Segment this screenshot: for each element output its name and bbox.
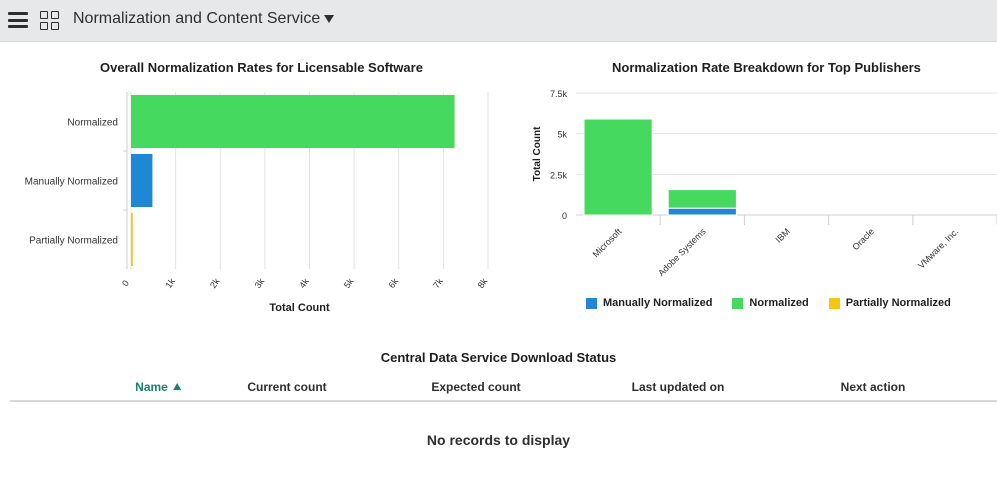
x-tick-label: IBM [774,226,792,244]
chart-2-title: Normalization Rate Breakdown for Top Pub… [612,60,921,75]
column-header-name[interactable]: Name [135,380,181,394]
y-tick-label: Partially Normalized [29,236,118,247]
overall-normalization-chart: 0 1k 2k 3k 4k 5k 6k 7k 8k Normalized Manually Norm… [25,92,490,314]
bar-normalized [131,95,455,148]
y-tick-label: 7.5k [550,89,568,99]
page-title[interactable]: Normalization and Content Service [73,10,321,27]
legend-item-partially-normalized[interactable]: Partially Normalized [828,297,951,309]
legend-label: Manually Normalized [603,297,713,309]
x-tick-label: 6k [386,276,400,290]
x-tick-label: 3k [253,276,267,290]
app-grid-icon[interactable] [40,11,60,31]
legend-item-manually-normalized[interactable]: Manually Normalized [586,297,712,309]
hamburger-menu-icon[interactable] [8,12,28,28]
y-tick-label: 2.5k [550,170,568,180]
bar-manually-normalized [131,154,153,207]
bar-partially-normalized [131,213,133,266]
column-header-next-action[interactable]: Next action [840,380,906,394]
table-header: Name Current count Expected count Last u… [10,380,997,402]
legend-swatch [828,297,840,309]
column-header-current-count[interactable]: Current count [247,380,327,394]
x-tick-label: VMware, Inc. [916,226,960,270]
top-bar: Normalization and Content Service [0,0,997,42]
column-header-expected-count[interactable]: Expected count [431,380,521,394]
empty-table-message: No records to display [426,432,571,448]
y-tick-label: 0 [562,211,567,221]
column-header-last-updated[interactable]: Last updated on [631,380,725,394]
y-axis-title: Total Count [532,126,543,181]
x-tick-label: Microsoft [591,226,624,259]
publisher-breakdown-chart: 0 2.5k 5k 7.5k Microsoft Adobe Systems IBM Orac… [532,89,997,278]
column-label: Name [135,380,168,394]
x-tick-label: 8k [476,276,490,290]
y-tick-label: Manually Normalized [25,177,118,188]
legend-label: Normalized [749,297,809,309]
x-tick-label: 1k [163,276,177,290]
sort-ascending-icon [172,383,181,390]
x-tick-label: 5k [342,276,356,290]
x-tick-label: Oracle [850,226,876,252]
y-tick-label: Normalized [67,118,118,129]
x-tick-label: 7k [431,276,445,290]
x-tick-label: 4k [297,276,311,290]
legend-item-normalized[interactable]: Normalized [732,297,809,309]
x-tick-label: 0 [120,278,131,288]
x-tick-label: Adobe Systems [656,226,708,278]
bar-adobe-systems-normalized [667,189,737,209]
x-tick-label: 2k [208,276,222,290]
legend-label: Partially Normalized [845,297,951,309]
bar-microsoft-normalized [583,118,653,216]
bar-adobe-systems-manually-normalized [667,207,737,216]
x-axis-title: Total Count [269,302,330,314]
chart-1-title: Overall Normalization Rates for Licensab… [100,60,423,75]
y-tick-label: 5k [557,130,567,140]
legend-swatch [586,297,597,309]
legend-swatch [732,297,744,309]
caret-down-icon[interactable] [324,15,334,23]
chart-2-legend: Manually Normalized Normalized Partially… [586,297,951,309]
table-title: Central Data Service Download Status [380,350,617,365]
